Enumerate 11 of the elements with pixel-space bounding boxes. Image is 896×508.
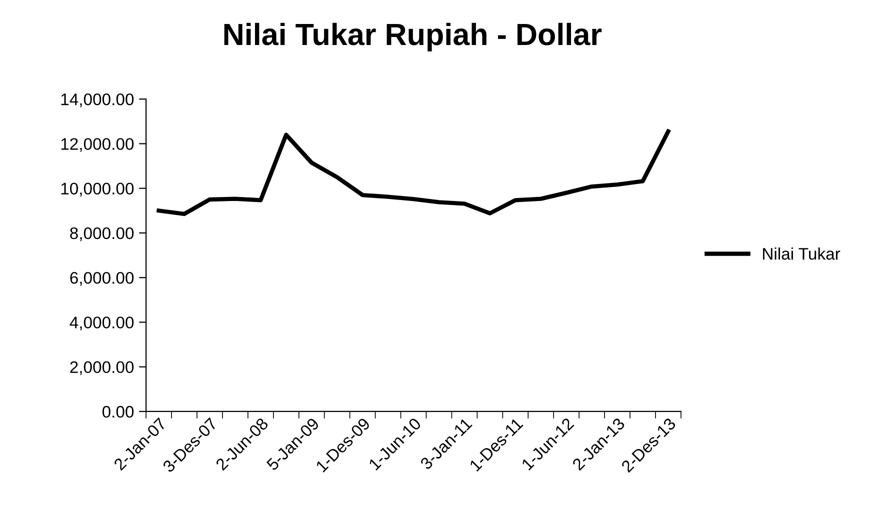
y-tick-label: 2,000.00 [70, 361, 134, 376]
y-tick-label: 12,000.00 [61, 138, 134, 152]
chart-title: Nilai Tukar Rupiah - Dollar [224, 22, 602, 52]
y-tick-label: 8,000.00 [70, 227, 134, 242]
y-tick-label: 4,000.00 [70, 316, 134, 330]
line-series [156, 129, 670, 216]
legend-label: Nilai Tukar [763, 248, 840, 260]
y-tick-label: 14,000.00 [61, 93, 134, 108]
y-tick-label: 6,000.00 [70, 272, 134, 286]
y-tick-label: 10,000.00 [61, 182, 134, 196]
y-tick-label: 0.00 [102, 406, 134, 418]
